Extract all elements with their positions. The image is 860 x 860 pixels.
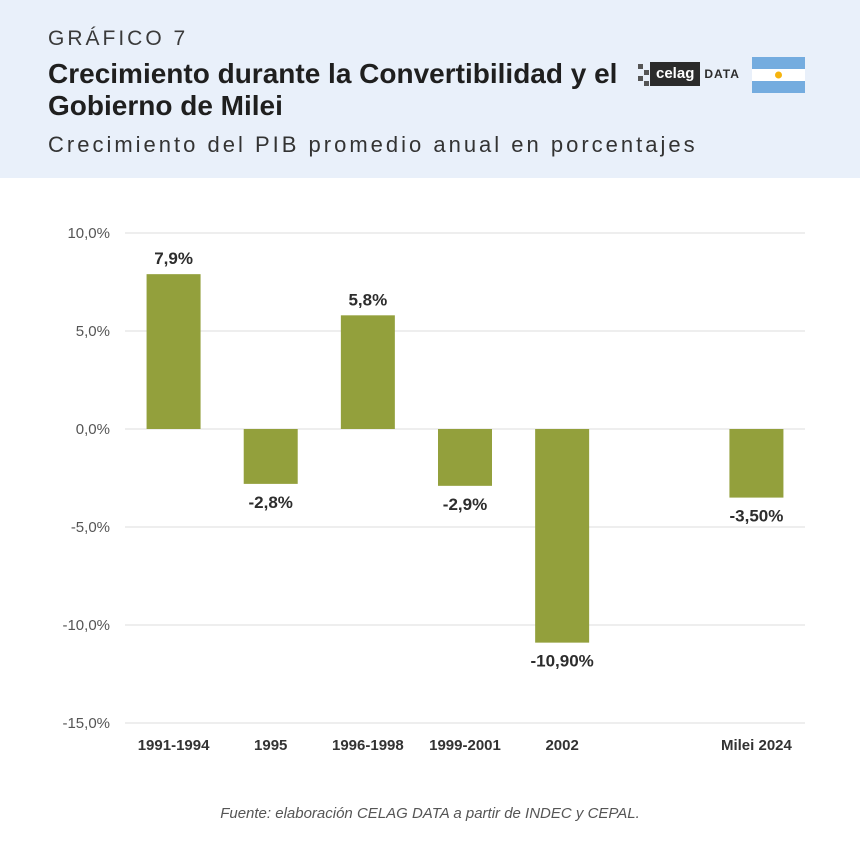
x-category-label: 1991-1994 [138, 737, 210, 754]
bar [438, 429, 492, 486]
bar [146, 274, 201, 429]
bar [535, 429, 590, 643]
x-axis: 1991-1994 1995 1996-1998 1999-2001 2002 Milei… [138, 737, 793, 754]
data-label: 5,8% [348, 290, 387, 309]
bar [340, 315, 395, 429]
y-tick-label: 0,0% [76, 421, 110, 438]
data-label: -10,90% [530, 652, 593, 671]
chart-number: GRÁFICO 7 [48, 27, 189, 50]
data-label: -3,50% [729, 507, 783, 526]
y-tick-label: 10,0% [67, 225, 110, 242]
x-category-label: Milei 2024 [721, 737, 793, 754]
header-band: GRÁFICO 7 Crecimiento durante la Convert… [0, 0, 860, 178]
argentina-flag-icon [752, 57, 805, 93]
x-category-label: 1999-2001 [429, 737, 501, 754]
source-note: Fuente: elaboración CELAG DATA a partir … [220, 805, 640, 822]
logo-suffix: DATA [704, 67, 740, 81]
celag-data-logo: celag DATA [638, 62, 740, 86]
data-label: -2,9% [443, 495, 487, 514]
bar-chart: 10,0% 5,0% 0,0% -5,0% -10,0% -15,0% 7,9% -2,8%… [62, 225, 805, 754]
y-tick-label: 5,0% [76, 323, 110, 340]
chart-subtitle: Crecimiento del PIB promedio anual en po… [48, 132, 698, 157]
logo-wordmark: celag [650, 62, 701, 86]
data-label: -2,8% [249, 493, 293, 512]
bar [729, 429, 784, 498]
data-label: 7,9% [154, 249, 193, 268]
y-tick-label: -10,0% [62, 617, 110, 634]
bar [243, 429, 298, 484]
x-category-label: 1996-1998 [332, 737, 404, 754]
logo-pixel-icon [638, 62, 650, 86]
y-tick-label: -15,0% [62, 715, 110, 732]
y-axis: 10,0% 5,0% 0,0% -5,0% -10,0% -15,0% [62, 225, 110, 732]
bars [146, 274, 784, 643]
data-labels: 7,9% -2,8% 5,8% -2,9% -10,90% -3,50% [154, 249, 783, 670]
x-category-label: 1995 [254, 737, 287, 754]
chart-title: Crecimiento durante la Convertibilidad y… [48, 58, 618, 121]
x-category-label: 2002 [545, 737, 578, 754]
y-tick-label: -5,0% [71, 519, 110, 536]
